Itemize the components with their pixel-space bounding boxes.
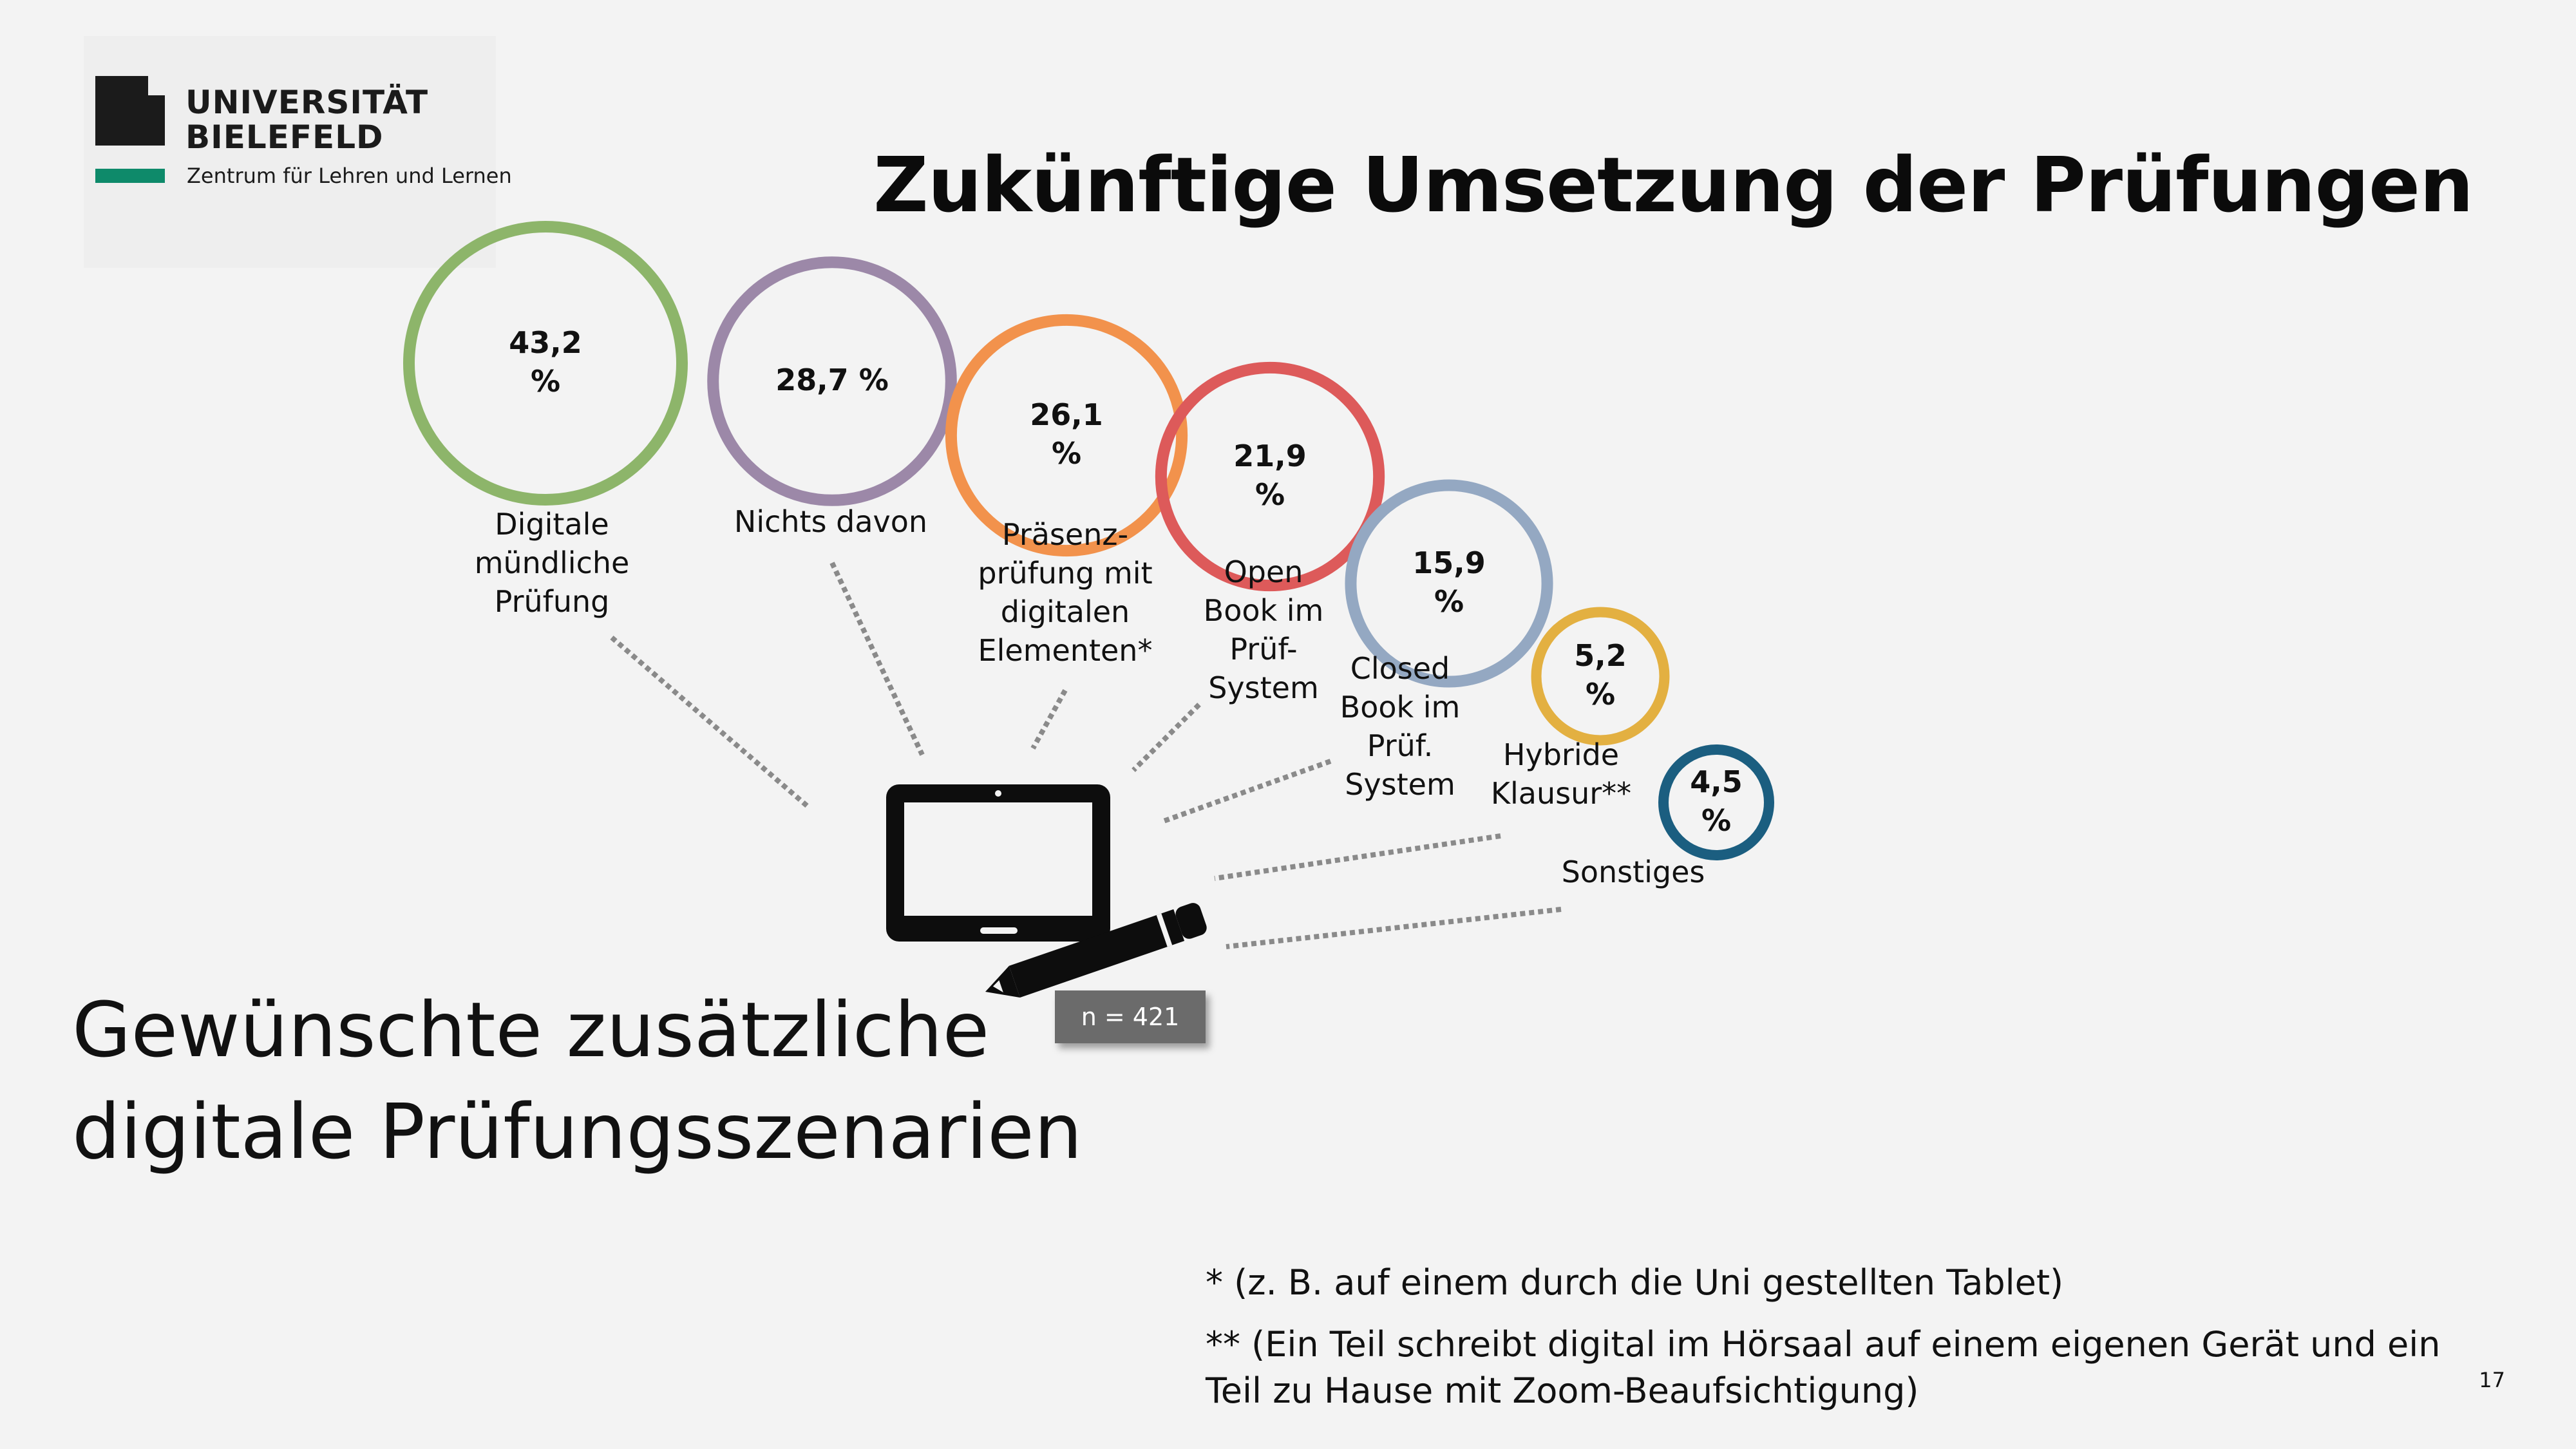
connector-line (1214, 833, 1501, 881)
bubble-ring (707, 256, 957, 506)
bubble-value-label: % (1052, 436, 1081, 471)
bubble-value-label: 15,9 (1412, 545, 1486, 580)
university-logo (84, 36, 496, 268)
connector-line (1132, 703, 1201, 772)
bubble-category-label: Klausur** (1491, 776, 1631, 811)
bubble-ring (1155, 361, 1385, 592)
bubble-category-label: Nichts davon (734, 504, 927, 539)
footnotes: * (z. B. auf einem durch die Uni gestell… (1206, 1260, 2481, 1430)
connector-lines (610, 562, 1562, 949)
bubble-category-label: System (1345, 767, 1455, 802)
bubble-value-label: % (531, 364, 560, 399)
bubble-value-label: 4,5 (1690, 764, 1743, 799)
logo-accent-bar (95, 169, 165, 183)
bubble-ring (1531, 607, 1670, 746)
logo-line-2: BIELEFELD (185, 118, 384, 156)
bubble-value-label: 21,9 (1233, 439, 1307, 473)
page-number: 17 (2479, 1368, 2505, 1392)
logo-mark-notch (148, 76, 165, 95)
connector-line (1160, 759, 1332, 824)
bubble-category-label: Präsenz- (1002, 517, 1128, 552)
bubble-ring (945, 314, 1188, 557)
logo-subtitle: Zentrum für Lehren und Lernen (187, 164, 512, 188)
slide-subtitle: Gewünschte zusätzliche digitale Prüfungs… (72, 979, 1083, 1182)
bubble-ring (403, 221, 688, 506)
bubble-category-label: Book im (1204, 593, 1324, 628)
footnote-2: ** (Ein Teil schreibt digital im Hörsaal… (1206, 1324, 2441, 1411)
bubble-category-label: digitalen (1001, 594, 1130, 629)
logo-line-1: UNIVERSITÄT (185, 84, 429, 121)
bubble-value-label: % (1434, 584, 1464, 619)
bubble-ring (1658, 744, 1774, 860)
bubble-category-label: Prüf- (1229, 632, 1297, 667)
bubble-value-label: 43,2 (509, 325, 582, 360)
bubble-value-label: % (1586, 677, 1615, 712)
connector-line (1226, 907, 1562, 949)
bubble-category-label: Book im (1340, 690, 1461, 724)
logo-wordmark: UNIVERSITÄT BIELEFELD (185, 85, 428, 155)
tablet-with-pen-icon (886, 784, 1207, 998)
bubble-value-label: 5,2 (1574, 638, 1627, 673)
bubble-category-label: Prüfung (495, 584, 610, 619)
bubble-value-label: % (1255, 477, 1285, 512)
bubble-category-label: prüfung mit (978, 556, 1152, 591)
subtitle-line-2: digitale Prüfungsszenarien (72, 1087, 1083, 1176)
connector-line (610, 635, 810, 809)
sample-size-badge: n = 421 (1055, 990, 1206, 1043)
bubble-category-label: Digitale (495, 507, 609, 542)
bubble-value-label: % (1701, 803, 1731, 838)
bubble-category-label: Hybride (1503, 737, 1619, 772)
bubble-category-label: Prüf. (1367, 728, 1433, 763)
connector-line (829, 562, 925, 756)
bubble-category-label: Open (1224, 554, 1303, 589)
bubble-category-label: Elementen* (978, 633, 1153, 668)
bubble-category-label: Sonstiges (1562, 855, 1705, 889)
footnote-1: * (z. B. auf einem durch die Uni gestell… (1206, 1262, 2064, 1303)
bubble-value-label: 28,7 % (775, 363, 889, 397)
bubble-category-label: System (1208, 670, 1319, 705)
bubble-category-label: mündliche (475, 545, 630, 580)
bubble-category-label: Closed (1350, 651, 1450, 686)
subtitle-line-1: Gewünschte zusätzliche (72, 985, 990, 1074)
slide-title: Zukünftige Umsetzung der Prüfungen (873, 140, 2474, 229)
connector-line (1030, 689, 1068, 750)
bubble-value-label: 26,1 (1030, 397, 1103, 432)
bubble-ring (1345, 479, 1553, 688)
